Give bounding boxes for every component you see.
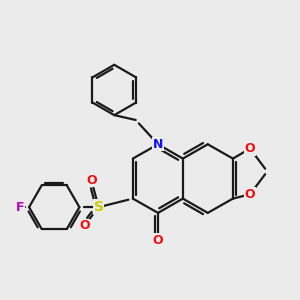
Text: O: O bbox=[245, 188, 255, 201]
Text: S: S bbox=[94, 200, 103, 214]
Text: N: N bbox=[153, 138, 163, 151]
Text: O: O bbox=[153, 233, 163, 247]
Text: O: O bbox=[79, 219, 90, 232]
Text: O: O bbox=[245, 142, 255, 155]
Text: F: F bbox=[16, 201, 24, 214]
Text: O: O bbox=[86, 173, 97, 187]
